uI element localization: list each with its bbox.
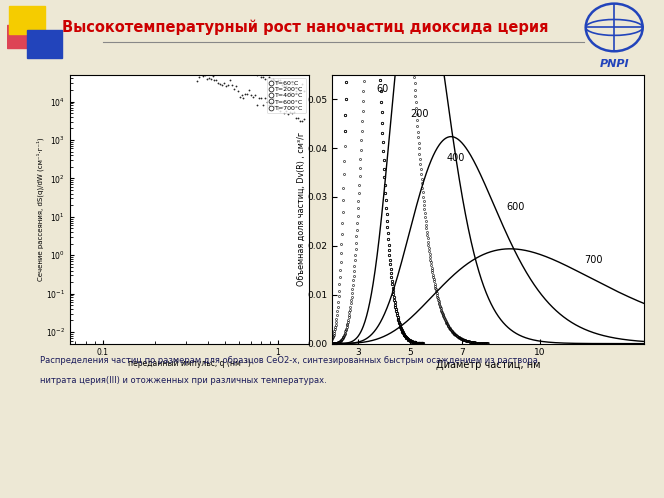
X-axis label: Диаметр частиц, нм: Диаметр частиц, нм — [436, 360, 540, 371]
Text: 700: 700 — [584, 255, 603, 265]
Y-axis label: Сечение рассеяния, dS(q)/dW (см⁻¹·г⁻¹): Сечение рассеяния, dS(q)/dW (см⁻¹·г⁻¹) — [37, 137, 44, 281]
Text: Распределения частиц по размерам для образцов CeO2-x, синтезированных быстрым ос: Распределения частиц по размерам для обр… — [40, 356, 538, 365]
Text: 200: 200 — [410, 109, 428, 119]
Bar — [9, 6, 44, 33]
X-axis label: переданный импульс, q (нм⁻¹): переданный импульс, q (нм⁻¹) — [127, 359, 251, 368]
Bar — [7, 25, 33, 48]
Legend: T=60°C, T=200°C, T=400°C, T=600°C, T=700°C: T=60°C, T=200°C, T=400°C, T=600°C, T=700… — [267, 78, 305, 114]
Y-axis label: Объемная доля частиц, Dv(R) , см³/г: Объемная доля частиц, Dv(R) , см³/г — [297, 132, 305, 286]
Text: нитрата церия(III) и отожженных при различных температурах.: нитрата церия(III) и отожженных при разл… — [40, 376, 327, 385]
Text: Высокотемпературный рост наночастиц диоксида церия: Высокотемпературный рост наночастиц диок… — [62, 19, 548, 35]
Text: 60: 60 — [376, 84, 388, 94]
Text: PNPI: PNPI — [600, 59, 629, 69]
Text: 600: 600 — [506, 202, 525, 212]
Text: 400: 400 — [446, 153, 465, 163]
Bar — [27, 30, 62, 57]
